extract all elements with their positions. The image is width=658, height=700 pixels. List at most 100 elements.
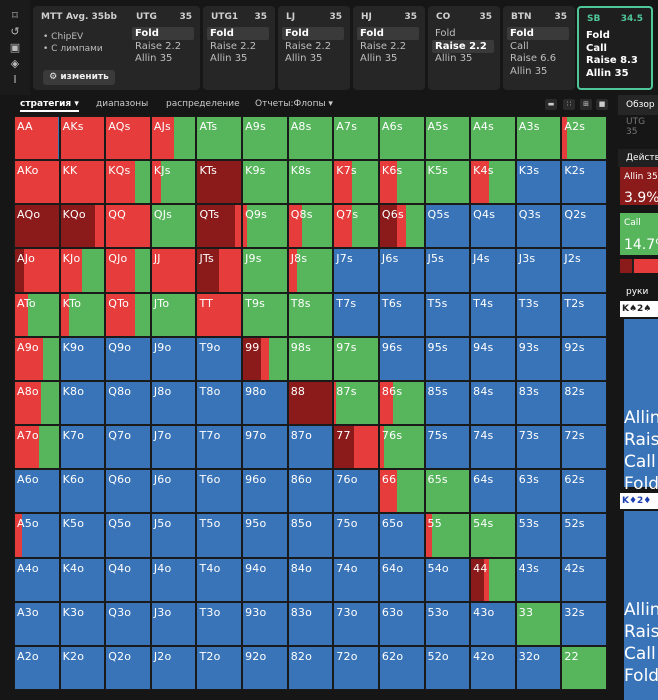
hand-cell-22[interactable]: 22 bbox=[561, 645, 607, 690]
hand-cell-64o[interactable]: 64o bbox=[378, 557, 425, 602]
hand-cell-j4s[interactable]: J4s bbox=[470, 248, 516, 293]
hand-cell-85o[interactable]: 85o bbox=[287, 513, 334, 558]
hand-cell-qjs[interactable]: QJs bbox=[150, 204, 197, 249]
hand-cell-97s[interactable]: 97s bbox=[333, 336, 379, 381]
position-card-lj[interactable]: LJ 35 Fold Raise 2.2 Allin 35 bbox=[278, 6, 350, 90]
hand-cell-k2s[interactable]: K2s bbox=[561, 160, 607, 205]
hand-cell-ako[interactable]: AKo bbox=[14, 160, 60, 205]
hand-cell-jto[interactable]: JTo bbox=[150, 292, 197, 337]
hand-cell-93s[interactable]: 93s bbox=[515, 336, 562, 381]
hand-cell-33[interactable]: 33 bbox=[515, 601, 562, 646]
gamepad-icon[interactable]: ◈ bbox=[10, 57, 20, 70]
hand-card-k2s-spades[interactable] bbox=[620, 301, 658, 317]
hand-cell-t8o[interactable]: T8o bbox=[196, 380, 243, 426]
position-card-hj[interactable]: HJ 35 Fold Raise 2.2 Allin 35 bbox=[353, 6, 425, 90]
hand-cell-a7s[interactable]: A7s bbox=[333, 116, 379, 161]
hand-cell-84s[interactable]: 84s bbox=[470, 380, 516, 426]
hand-cell-a6s[interactable]: A6s bbox=[378, 116, 425, 161]
hand-cell-q9s[interactable]: Q9s bbox=[242, 204, 288, 249]
hand-cell-ats[interactable]: ATs bbox=[196, 116, 243, 161]
hand-cell-66[interactable]: 66 bbox=[378, 469, 425, 514]
hand-cell-aks[interactable]: AKs bbox=[59, 116, 106, 161]
hand-cell-72o[interactable]: 72o bbox=[333, 645, 379, 690]
action-option[interactable]: Call bbox=[510, 40, 529, 52]
hand-cell-65o[interactable]: 65o bbox=[378, 513, 425, 558]
hand-cell-j5o[interactable]: J5o bbox=[150, 513, 197, 558]
hand-cell-aqs[interactable]: AQs bbox=[105, 116, 151, 161]
hand-cell-t9o[interactable]: T9o bbox=[196, 336, 243, 381]
hand-cell-t8s[interactable]: T8s bbox=[287, 292, 334, 337]
hand-cell-aa[interactable]: AA bbox=[14, 116, 60, 161]
hand-cell-ajo[interactable]: AJo bbox=[14, 248, 60, 293]
hand-cell-j3s[interactable]: J3s bbox=[515, 248, 562, 293]
hand-cell-42s[interactable]: 42s bbox=[561, 557, 607, 602]
hand-cell-q5o[interactable]: Q5o bbox=[105, 513, 151, 558]
hand-cell-j9s[interactable]: J9s bbox=[242, 248, 288, 293]
hand-cell-93o[interactable]: 93o bbox=[242, 601, 288, 646]
action-option[interactable]: Fold bbox=[132, 27, 194, 40]
hand-cell-k5s[interactable]: K5s bbox=[424, 160, 471, 205]
hand-cell-j2o[interactable]: J2o bbox=[150, 645, 197, 690]
tab-ranges[interactable]: диапазоны bbox=[96, 99, 149, 109]
hand-cell-q8s[interactable]: Q8s bbox=[287, 204, 334, 249]
hand-cell-qjo[interactable]: QJo bbox=[105, 248, 151, 293]
action-option[interactable]: Raise 2.2 bbox=[285, 40, 332, 52]
hand-cell-q2s[interactable]: Q2s bbox=[561, 204, 607, 249]
history-icon[interactable]: ↺ bbox=[10, 25, 20, 38]
hand-cell-k2o[interactable]: K2o bbox=[59, 645, 106, 690]
hand-cell-j7s[interactable]: J7s bbox=[333, 248, 379, 293]
hand-cell-jts[interactable]: JTs bbox=[196, 248, 243, 293]
hand-cell-a2s[interactable]: A2s bbox=[561, 116, 607, 161]
hand-cell-43o[interactable]: 43o bbox=[470, 601, 516, 646]
change-settings-button[interactable]: ⚙ изменить bbox=[43, 70, 115, 85]
hand-cell-jj[interactable]: JJ bbox=[150, 248, 197, 293]
hand-cell-76s[interactable]: 76s bbox=[378, 425, 425, 470]
hand-cell-j5s[interactable]: J5s bbox=[424, 248, 471, 293]
hand-cell-k3o[interactable]: K3o bbox=[59, 601, 106, 646]
hand-cell-a7o[interactable]: A7o bbox=[14, 425, 60, 470]
hand-cell-82o[interactable]: 82o bbox=[287, 645, 334, 690]
tab-strategy[interactable]: стратегия ▾ bbox=[20, 99, 79, 112]
hand-cell-j8s[interactable]: J8s bbox=[287, 248, 334, 293]
hand-cell-k4o[interactable]: K4o bbox=[59, 557, 106, 602]
hand-cell-qq[interactable]: QQ bbox=[105, 204, 151, 249]
hand-cell-t5s[interactable]: T5s bbox=[424, 292, 471, 337]
hand-cell-kto[interactable]: KTo bbox=[59, 292, 106, 337]
hand-cell-a8s[interactable]: A8s bbox=[287, 116, 334, 161]
hand-cell-j3o[interactable]: J3o bbox=[150, 601, 197, 646]
hand-cell-43s[interactable]: 43s bbox=[515, 557, 562, 602]
hand-cell-kk[interactable]: KK bbox=[59, 160, 106, 205]
action-option[interactable]: Allin 35 bbox=[586, 67, 629, 79]
hand-cell-a4s[interactable]: A4s bbox=[470, 116, 516, 161]
position-card-co[interactable]: CO 35 Fold Raise 2.2 Allin 35 bbox=[428, 6, 500, 90]
action-option[interactable]: Allin 35 bbox=[285, 53, 323, 64]
hand-cell-t4s[interactable]: T4s bbox=[470, 292, 516, 337]
hand-cell-t3s[interactable]: T3s bbox=[515, 292, 562, 337]
action-option[interactable]: Fold bbox=[507, 27, 569, 40]
hand-cell-82s[interactable]: 82s bbox=[561, 380, 607, 426]
hand-cell-q7s[interactable]: Q7s bbox=[333, 204, 379, 249]
hand-cell-87o[interactable]: 87o bbox=[287, 425, 334, 470]
hand-cell-j2s[interactable]: J2s bbox=[561, 248, 607, 293]
hand-cell-q5s[interactable]: Q5s bbox=[424, 204, 471, 249]
hand-cell-q2o[interactable]: Q2o bbox=[105, 645, 151, 690]
hand-cell-q3s[interactable]: Q3s bbox=[515, 204, 562, 249]
hand-cell-k9s[interactable]: K9s bbox=[242, 160, 288, 205]
hand-cell-qts[interactable]: QTs bbox=[196, 204, 243, 249]
position-card-utg1[interactable]: UTG1 35 Fold Raise 2.2 Allin 35 bbox=[203, 6, 275, 90]
hand-cell-86o[interactable]: 86o bbox=[287, 469, 334, 514]
action-option[interactable]: Raise 2.2 bbox=[432, 39, 494, 53]
hand-cell-t7o[interactable]: T7o bbox=[196, 425, 243, 470]
tab-distribution[interactable]: распределение bbox=[166, 99, 240, 109]
hand-cell-k7s[interactable]: K7s bbox=[333, 160, 379, 205]
position-card-btn[interactable]: BTN 35 Fold Call Raise 6.6 Allin 35 bbox=[503, 6, 575, 90]
hand-cell-98o[interactable]: 98o bbox=[242, 380, 288, 426]
view-mode-4-icon[interactable]: ■ bbox=[596, 99, 608, 110]
position-card-utg[interactable]: UTG 35 Fold Raise 2.2 Allin 35 bbox=[128, 6, 200, 90]
action-option[interactable]: Raise 6.6 bbox=[510, 53, 557, 64]
action-option[interactable]: Raise 2.2 bbox=[360, 40, 407, 52]
hand-cell-75o[interactable]: 75o bbox=[333, 513, 379, 558]
bookmark-icon[interactable]: ⌑ bbox=[12, 9, 18, 22]
hand-cell-kqo[interactable]: KQo bbox=[59, 204, 106, 249]
hand-cell-76o[interactable]: 76o bbox=[333, 469, 379, 514]
